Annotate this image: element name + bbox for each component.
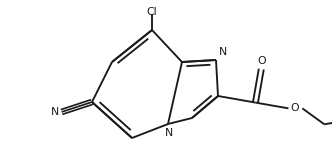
Text: O: O (290, 103, 299, 113)
Text: O: O (257, 56, 266, 66)
Text: N: N (165, 128, 173, 138)
Text: N: N (51, 107, 60, 117)
Text: N: N (219, 47, 227, 57)
Text: Cl: Cl (147, 7, 157, 17)
